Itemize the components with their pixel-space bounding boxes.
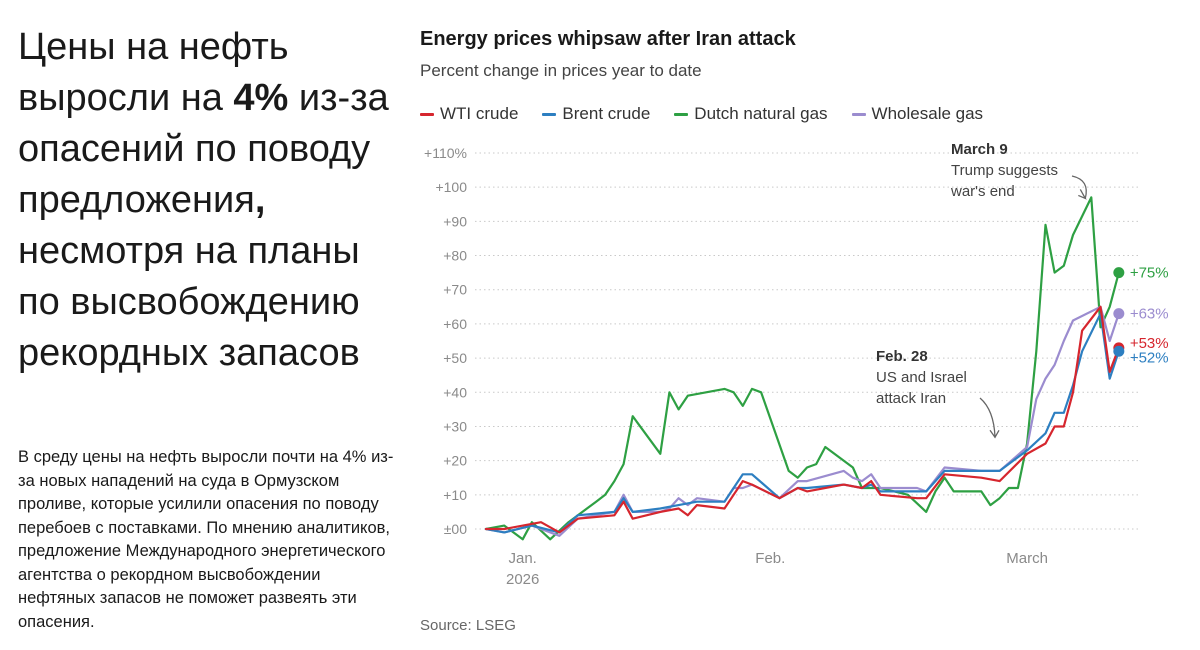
series-line — [484, 305, 1120, 537]
y-tick-label: +50 — [443, 350, 467, 366]
legend-label-dutch-gas: Dutch natural gas — [694, 104, 828, 123]
annotation-text: war's end — [950, 183, 1015, 200]
y-tick-label: +70 — [443, 282, 467, 298]
series-line — [484, 305, 1120, 534]
legend-label-brent: Brent crude — [562, 104, 651, 123]
legend-item-brent: Brent crude — [542, 104, 650, 124]
legend-label-wti: WTI crude — [440, 104, 519, 123]
y-tick-label: +110% — [424, 145, 467, 161]
annotation-text: attack Iran — [876, 390, 946, 407]
series-end-label: +63% — [1130, 306, 1169, 323]
chart-legend: WTI crude Brent crude Dutch natural gas … — [420, 104, 983, 124]
article-headline: Цены на нефть выросли на 4% из-за опасен… — [18, 22, 398, 379]
legend-swatch-dutch-gas — [674, 112, 689, 116]
annotation-arrow — [1071, 175, 1087, 199]
series-line — [484, 312, 1120, 534]
series-line — [484, 196, 1120, 541]
headline-bold-comma: , — [254, 179, 266, 221]
series-end-label: +52% — [1130, 349, 1169, 366]
annotation-title: Feb. 28 — [876, 348, 928, 365]
annotation-text: Trump suggests — [951, 162, 1058, 179]
chart-subtitle: Percent change in prices year to date — [420, 61, 702, 80]
y-tick-label: +30 — [443, 418, 467, 434]
legend-swatch-wholesale-gas — [851, 112, 866, 116]
annotation-arrowhead — [1078, 189, 1087, 200]
y-tick-label: +10 — [443, 487, 467, 503]
headline-text-3: несмотря на планы по высвобождению рекор… — [18, 230, 360, 374]
y-tick-label: ±00 — [444, 521, 467, 537]
headline-text-2: из-за опасений по поводу предложения — [18, 77, 389, 221]
series-end-label: +53% — [1130, 335, 1169, 352]
chart-title: Energy prices whipsaw after Iran attack — [420, 28, 796, 50]
series-end-marker — [1113, 267, 1125, 279]
series-end-marker — [1113, 345, 1125, 357]
y-tick-label: +100 — [435, 179, 467, 195]
annotation-title: March 9 — [951, 141, 1008, 158]
y-tick-label: +90 — [443, 213, 467, 229]
x-tick-label: March — [1006, 550, 1048, 567]
x-tick-label: Feb. — [755, 550, 785, 567]
x-tick-label: Jan. — [509, 550, 537, 567]
legend-item-wti: WTI crude — [420, 104, 518, 124]
y-tick-label: +40 — [443, 384, 467, 400]
annotation-arrowhead — [989, 429, 1000, 439]
chart-source: Source: LSEG — [420, 617, 516, 634]
headline-text-1: Цены на нефть выросли на — [18, 26, 289, 119]
annotation-text: US and Israel — [876, 369, 967, 386]
legend-item-wholesale-gas: Wholesale gas — [851, 104, 984, 124]
y-tick-label: +60 — [443, 316, 467, 332]
article-body: В среду цены на нефть выросли почти на 4… — [18, 448, 394, 631]
headline-bold-percent: 4% — [233, 77, 289, 119]
legend-item-dutch-gas: Dutch natural gas — [674, 104, 828, 124]
legend-swatch-wti — [420, 112, 434, 116]
legend-swatch-brent — [542, 112, 557, 116]
series-end-marker — [1113, 308, 1125, 320]
y-tick-label: +80 — [443, 248, 467, 264]
series-end-label: +75% — [1130, 265, 1169, 282]
y-tick-label: +20 — [443, 453, 467, 469]
legend-label-wholesale-gas: Wholesale gas — [871, 104, 984, 123]
annotation-arrow — [979, 397, 996, 438]
x-tick-label: 2026 — [506, 571, 539, 588]
